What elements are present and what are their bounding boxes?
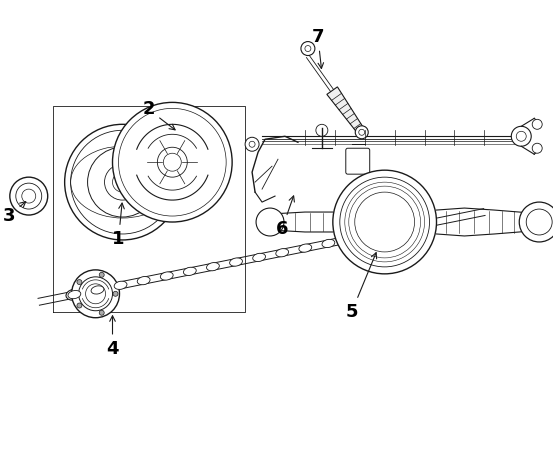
Ellipse shape: [229, 258, 243, 266]
Text: 2: 2: [142, 100, 175, 130]
Text: 7: 7: [311, 28, 324, 69]
Circle shape: [16, 183, 42, 209]
Ellipse shape: [183, 267, 196, 276]
Circle shape: [70, 130, 175, 234]
Circle shape: [88, 147, 157, 217]
Circle shape: [65, 124, 180, 240]
Circle shape: [99, 310, 104, 315]
Circle shape: [99, 272, 104, 277]
Circle shape: [85, 284, 105, 304]
Circle shape: [519, 202, 554, 242]
Ellipse shape: [322, 239, 335, 247]
FancyBboxPatch shape: [346, 148, 370, 174]
Circle shape: [77, 280, 82, 285]
Ellipse shape: [91, 286, 104, 294]
Text: 4: 4: [106, 316, 119, 358]
Ellipse shape: [299, 244, 312, 252]
Text: 1: 1: [112, 203, 125, 248]
Circle shape: [301, 42, 315, 55]
Circle shape: [79, 277, 112, 311]
Circle shape: [157, 147, 187, 177]
Circle shape: [249, 141, 255, 147]
Circle shape: [245, 137, 259, 151]
Circle shape: [340, 177, 429, 267]
Circle shape: [163, 153, 181, 171]
Text: 3: 3: [3, 202, 25, 225]
Ellipse shape: [160, 272, 173, 280]
Ellipse shape: [66, 289, 83, 300]
Ellipse shape: [68, 291, 81, 299]
Ellipse shape: [114, 281, 127, 289]
Circle shape: [112, 103, 232, 222]
Circle shape: [105, 164, 140, 200]
Ellipse shape: [276, 249, 289, 257]
Circle shape: [113, 291, 118, 296]
Circle shape: [305, 45, 311, 52]
Ellipse shape: [253, 253, 265, 262]
Circle shape: [316, 124, 328, 136]
Circle shape: [355, 126, 368, 139]
Circle shape: [112, 172, 132, 192]
Text: 5: 5: [346, 253, 377, 321]
Circle shape: [22, 189, 36, 203]
Circle shape: [71, 270, 120, 318]
Ellipse shape: [137, 276, 150, 285]
Circle shape: [511, 126, 531, 146]
Circle shape: [10, 177, 48, 215]
Circle shape: [77, 303, 82, 308]
Ellipse shape: [207, 262, 219, 271]
Circle shape: [119, 109, 226, 216]
Circle shape: [532, 119, 542, 129]
Circle shape: [359, 129, 365, 135]
Circle shape: [256, 208, 284, 236]
Circle shape: [526, 209, 552, 235]
Polygon shape: [327, 87, 365, 134]
Text: 6: 6: [276, 196, 294, 238]
Circle shape: [516, 131, 526, 141]
Circle shape: [333, 170, 437, 274]
Circle shape: [355, 192, 414, 252]
Circle shape: [532, 143, 542, 153]
Circle shape: [116, 176, 129, 188]
